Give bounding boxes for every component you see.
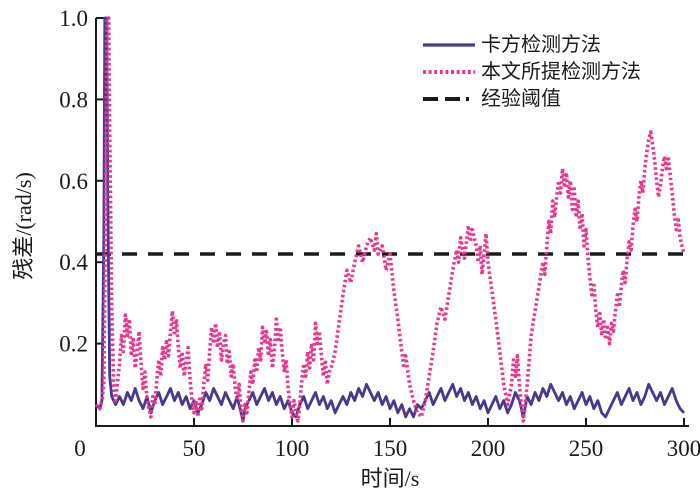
solid-line-sample-icon — [423, 42, 475, 47]
legend-row-threshold: 经验阈值 — [422, 85, 641, 112]
y-axis-label: 残差/(rad/s) — [11, 172, 36, 280]
y-tick-label: 1.0 — [59, 6, 88, 31]
dotted-line-sample-icon — [423, 69, 475, 74]
x-axis-label: 时间/s — [360, 466, 420, 491]
x-tick-label: 0 — [74, 436, 86, 461]
series-line-chi-square — [94, 16, 686, 423]
x-tick-label: 300 — [667, 436, 700, 461]
x-tick-label: 150 — [373, 436, 408, 461]
y-tick-label: 0.4 — [59, 250, 88, 275]
x-tick-label: 100 — [275, 436, 310, 461]
x-tick-label: 200 — [471, 436, 506, 461]
legend-label-chi-square: 卡方检测方法 — [481, 33, 601, 56]
legend: 卡方检测方法 本文所提检测方法 经验阈值 — [422, 31, 641, 112]
legend-label-threshold: 经验阈值 — [481, 87, 561, 110]
y-tick-label: 0.6 — [59, 169, 88, 194]
x-tick-label: 250 — [569, 436, 604, 461]
dashed-line-sample-icon — [423, 96, 475, 101]
legend-row-proposed: 本文所提检测方法 — [422, 58, 641, 85]
series-line-proposed — [94, 16, 686, 423]
x-tick-label: 50 — [183, 436, 206, 461]
legend-row-chi-square: 卡方检测方法 — [422, 31, 641, 58]
y-tick-label: 0.8 — [59, 87, 88, 112]
legend-label-proposed: 本文所提检测方法 — [481, 60, 641, 83]
y-tick-label: 0.2 — [59, 332, 88, 357]
